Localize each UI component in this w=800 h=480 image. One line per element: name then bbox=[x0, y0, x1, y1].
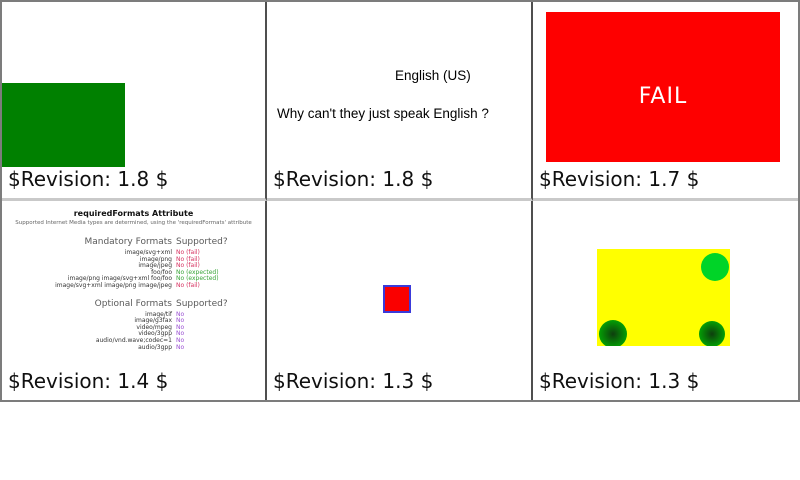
fail-rectangle: FAIL bbox=[546, 12, 780, 162]
revision-label: $Revision: 1.4 $ bbox=[8, 369, 169, 393]
format-status: No (expected) bbox=[176, 268, 219, 276]
format-name: image/jpeg bbox=[138, 262, 172, 270]
revision-label: $Revision: 1.3 $ bbox=[273, 369, 434, 393]
test-cell-fail: FAIL $Revision: 1.7 $ bbox=[533, 2, 798, 201]
optional-formats-header: Optional Formats Supported? bbox=[2, 299, 265, 309]
language-label: English (US) bbox=[395, 68, 471, 83]
format-name: audio/vnd.wave;codec=1 bbox=[95, 336, 172, 344]
format-row: image/tif No bbox=[2, 310, 265, 319]
gradient-circle-bottom-right bbox=[699, 321, 725, 346]
green-rectangle bbox=[2, 83, 125, 167]
format-name: audio/3gpp bbox=[138, 343, 172, 351]
fail-label: FAIL bbox=[638, 84, 688, 109]
format-row: audio/vnd.wave;codec=1 No bbox=[2, 336, 265, 345]
format-status: No bbox=[176, 317, 185, 325]
test-cell-green-rect: $Revision: 1.8 $ bbox=[2, 2, 267, 201]
formats-table: Mandatory Formats Supported? image/svg+x… bbox=[2, 237, 265, 351]
format-name: foo/foo bbox=[151, 268, 172, 276]
format-status: No bbox=[176, 343, 185, 351]
format-row: image/g3fax No bbox=[2, 318, 265, 325]
format-row: image/png No (fail) bbox=[2, 255, 265, 264]
format-status: No (fail) bbox=[176, 255, 200, 263]
test-results-grid: $Revision: 1.8 $ English (US) Why can't … bbox=[0, 0, 800, 402]
format-name: image/tif bbox=[145, 310, 172, 318]
format-status: No bbox=[176, 323, 185, 331]
format-row: image/png image/svg+xml foo/foo No (expe… bbox=[2, 276, 265, 283]
yellow-rectangle bbox=[597, 249, 730, 346]
revision-label: $Revision: 1.7 $ bbox=[539, 167, 700, 191]
format-status: No bbox=[176, 336, 185, 344]
revision-label: $Revision: 1.3 $ bbox=[539, 369, 700, 393]
supported-header-label: Supported? bbox=[176, 298, 228, 309]
red-square bbox=[383, 285, 411, 313]
test-cell-required-formats: requiredFormats Attribute Supported Inte… bbox=[2, 201, 267, 400]
format-status: No bbox=[176, 330, 185, 338]
format-row: video/mpeg No bbox=[2, 323, 265, 332]
required-formats-subtitle: Supported Internet Media types are deter… bbox=[15, 220, 252, 226]
flat-green-circle bbox=[701, 253, 729, 281]
format-name: image/png bbox=[139, 255, 172, 263]
format-name: image/svg+xml image/png image/jpeg bbox=[55, 281, 172, 289]
test-cell-square: $Revision: 1.3 $ bbox=[267, 201, 533, 400]
format-status: No (fail) bbox=[176, 281, 200, 289]
format-name: image/png image/svg+xml foo/foo bbox=[67, 275, 172, 283]
format-name: video/3gpp bbox=[138, 330, 172, 338]
language-question: Why can't they just speak English ? bbox=[277, 106, 489, 121]
format-status: No bbox=[176, 310, 185, 318]
revision-label: $Revision: 1.8 $ bbox=[8, 167, 169, 191]
optional-formats-header-label: Optional Formats bbox=[94, 298, 172, 309]
test-cell-language: English (US) Why can't they just speak E… bbox=[267, 2, 533, 201]
mandatory-formats-header-label: Mandatory Formats bbox=[84, 237, 172, 247]
format-row: video/3gpp No bbox=[2, 331, 265, 338]
supported-header-label: Supported? bbox=[176, 237, 228, 247]
required-formats-title: requiredFormats Attribute bbox=[73, 209, 194, 218]
format-row: image/svg+xml image/png image/jpeg No (f… bbox=[2, 281, 265, 290]
format-row: audio/3gpp No bbox=[2, 343, 265, 352]
format-status: No (expected) bbox=[176, 275, 219, 283]
format-status: No (fail) bbox=[176, 249, 200, 256]
gradient-circle-bottom-left bbox=[599, 320, 627, 346]
format-row: image/jpeg No (fail) bbox=[2, 263, 265, 270]
format-name: image/svg+xml bbox=[124, 249, 172, 256]
format-name: image/g3fax bbox=[134, 317, 172, 325]
format-row: image/svg+xml No (fail) bbox=[2, 249, 265, 257]
revision-label: $Revision: 1.8 $ bbox=[273, 167, 434, 191]
mandatory-formats-header: Mandatory Formats Supported? bbox=[2, 237, 265, 247]
format-row: foo/foo No (expected) bbox=[2, 268, 265, 277]
format-name: video/mpeg bbox=[136, 323, 172, 331]
test-cell-gradient-circles: $Revision: 1.3 $ bbox=[533, 201, 798, 400]
format-status: No (fail) bbox=[176, 262, 200, 270]
